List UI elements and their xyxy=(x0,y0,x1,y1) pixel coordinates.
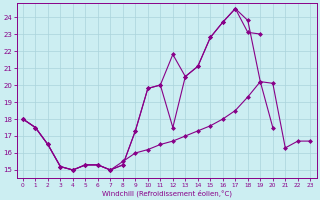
X-axis label: Windchill (Refroidissement éolien,°C): Windchill (Refroidissement éolien,°C) xyxy=(101,189,232,197)
